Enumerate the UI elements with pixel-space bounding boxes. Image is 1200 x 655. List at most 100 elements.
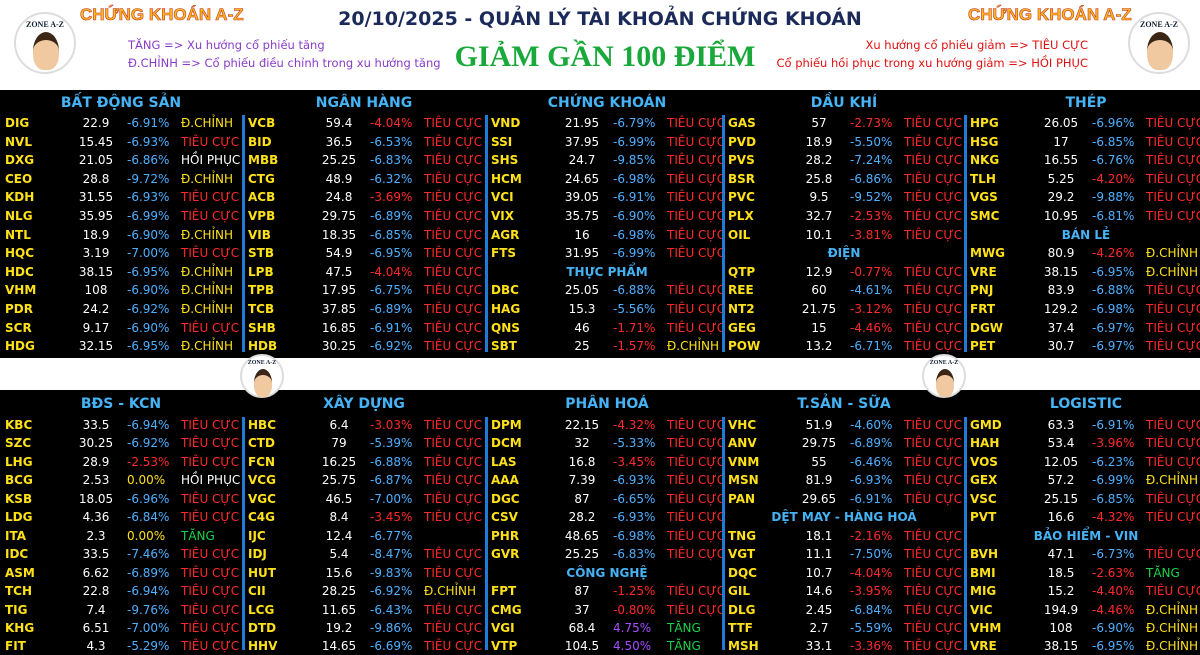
- ticker: IDC: [5, 547, 29, 562]
- ticker: SHB: [248, 320, 276, 335]
- status: TIÊU CỰC: [181, 190, 240, 205]
- price: 25.15: [1043, 491, 1079, 506]
- status: TIÊU CỰC: [667, 584, 726, 599]
- status: TIÊU CỰC: [1146, 283, 1200, 298]
- price: 12.4: [325, 528, 353, 543]
- price: 54.9: [325, 246, 353, 261]
- ticker: SZC: [5, 436, 32, 451]
- ticker: HDG: [5, 339, 35, 354]
- status: Đ.CHỈNH: [181, 227, 234, 242]
- change: -6.91%: [370, 320, 413, 335]
- status: HỒI PHỤC: [181, 473, 241, 488]
- status: TIÊU CỰC: [181, 639, 240, 654]
- change: -6.89%: [850, 436, 893, 451]
- status: TIÊU CỰC: [424, 153, 483, 168]
- change: -6.98%: [613, 227, 656, 242]
- ticker: DCM: [491, 436, 522, 451]
- price: 28.2: [568, 510, 596, 525]
- ticker: PVD: [728, 134, 757, 149]
- ticker: SMC: [970, 209, 1000, 223]
- status: TIÊU CỰC: [424, 454, 483, 469]
- ticker: HDB: [248, 339, 278, 354]
- price: 21.95: [564, 116, 600, 130]
- price: 8.4: [329, 510, 349, 525]
- price: 15.3: [568, 302, 596, 316]
- status: TIÊU CỰC: [424, 418, 483, 432]
- price: 68.4: [568, 620, 596, 635]
- change: -6.23%: [1092, 454, 1135, 469]
- price: 38.15: [1043, 639, 1079, 654]
- status: TIÊU CỰC: [424, 602, 483, 617]
- status: TIÊU CỰC: [424, 639, 483, 654]
- price: 24.8: [325, 190, 353, 205]
- status: TIÊU CỰC: [1146, 491, 1200, 506]
- ticker: ASM: [5, 565, 35, 580]
- logo-text: ZONE A-Z: [247, 360, 277, 366]
- change: -6.93%: [127, 134, 170, 149]
- ticker: CTD: [248, 436, 275, 451]
- status: Đ.CHỈNH: [181, 339, 234, 354]
- change: -6.83%: [370, 153, 413, 168]
- ticker: HBC: [248, 418, 276, 432]
- subsection-title: DỆT MAY - HÀNG HOÁ: [771, 510, 917, 525]
- status: TIÊU CỰC: [424, 565, 483, 580]
- ticker: TCB: [248, 302, 275, 316]
- status: TIÊU CỰC: [181, 436, 240, 451]
- status: TIÊU CỰC: [1146, 454, 1200, 469]
- status: TIÊU CỰC: [904, 153, 963, 168]
- price: 16.25: [321, 454, 357, 469]
- change: -4.61%: [850, 283, 893, 298]
- column-divider: [722, 417, 725, 650]
- ticker: VNM: [728, 454, 760, 469]
- ticker: HUT: [248, 565, 276, 580]
- change: -6.93%: [613, 473, 656, 488]
- subsection-title: THỰC PHẨM: [566, 264, 648, 279]
- status: TIÊU CỰC: [424, 171, 483, 186]
- section-title: THÉP: [1065, 95, 1107, 111]
- ticker: VHM: [970, 620, 1002, 635]
- ticker: BSR: [728, 171, 756, 186]
- change: -6.91%: [850, 491, 893, 506]
- ticker: HDC: [5, 264, 34, 279]
- ticker: DTD: [248, 620, 277, 635]
- legend-left: TĂNG => Xu hướng cổ phiếu tăng: [128, 38, 325, 52]
- ticker: PLX: [728, 209, 754, 223]
- change: -6.85%: [370, 227, 413, 242]
- change: -2.53%: [850, 209, 893, 223]
- price: 38.15: [78, 264, 114, 279]
- status: TIÊU CỰC: [424, 264, 483, 279]
- ticker: VSC: [970, 491, 997, 506]
- price: 16.55: [1043, 153, 1079, 168]
- status: TIÊU CỰC: [667, 491, 726, 506]
- ticker: VIX: [491, 209, 515, 223]
- section-title: LOGISTIC: [1049, 396, 1123, 412]
- change: -6.89%: [127, 565, 170, 580]
- ticker: DQC: [728, 565, 757, 580]
- ticker: ACB: [248, 190, 276, 205]
- status: TIÊU CỰC: [904, 584, 963, 599]
- ticker: GEG: [728, 320, 756, 335]
- ticker: LDG: [5, 510, 33, 525]
- price: 48.65: [564, 528, 600, 543]
- price: 18.9: [805, 134, 833, 149]
- price: 129.2: [1043, 302, 1079, 316]
- ticker: SSI: [491, 134, 513, 149]
- change: -6.85%: [1092, 491, 1135, 506]
- change: -6.86%: [127, 153, 170, 168]
- price: 37.95: [564, 134, 600, 149]
- change: -6.73%: [1092, 547, 1135, 562]
- ticker: DXG: [5, 153, 35, 168]
- status: TIÊU CỰC: [181, 454, 240, 469]
- price: 16: [574, 227, 590, 242]
- status: TIÊU CỰC: [904, 134, 963, 149]
- change: -6.71%: [850, 339, 893, 354]
- price: 35.95: [78, 209, 114, 223]
- ticker: PAN: [728, 491, 756, 506]
- status: TIÊU CỰC: [904, 190, 963, 205]
- ticker: DIG: [5, 116, 30, 130]
- price: 7.39: [568, 473, 596, 488]
- status: TIÊU CỰC: [1146, 190, 1200, 205]
- change: -9.88%: [1092, 190, 1135, 205]
- status: TIÊU CỰC: [904, 473, 963, 488]
